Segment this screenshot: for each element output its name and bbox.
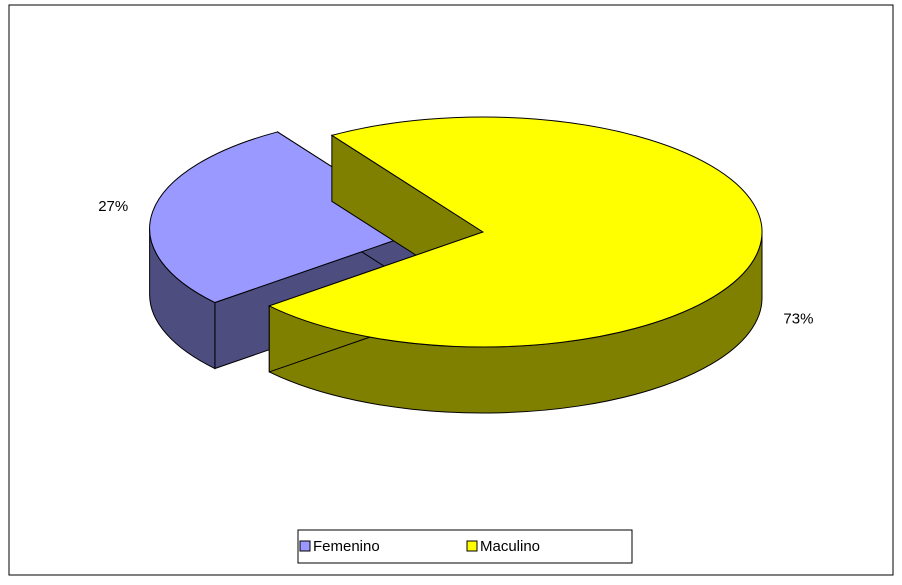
legend-label: Maculino (480, 538, 540, 555)
legend-label: Femenino (313, 538, 380, 555)
legend (297, 529, 633, 564)
legend-swatch (299, 540, 311, 552)
data-label: 27% (98, 198, 128, 215)
slice (149, 131, 430, 304)
slice (267, 116, 763, 348)
legend-swatch (466, 540, 478, 552)
data-label: 73% (783, 311, 813, 328)
